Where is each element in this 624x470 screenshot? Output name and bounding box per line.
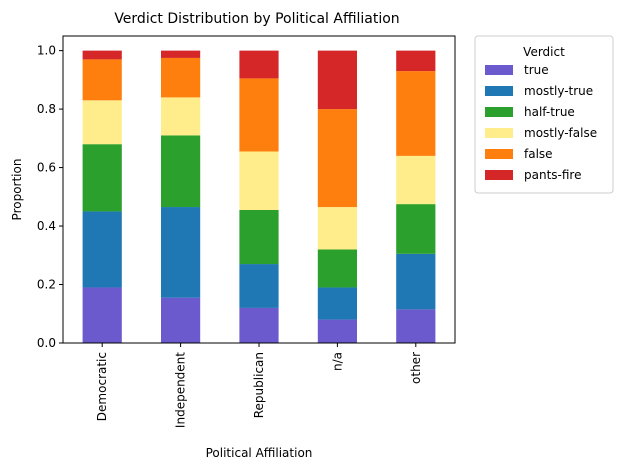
bar-other-half-true — [396, 204, 436, 254]
bar-democratic-pants-fire — [82, 50, 122, 60]
y-axis: 0.0 0.2 0.4 0.6 0.8 1.0 — [37, 44, 63, 350]
bar-other-mostly-true — [396, 253, 436, 310]
legend-label-half-true: half-true — [524, 105, 575, 119]
legend-swatch-true — [485, 65, 513, 75]
legend-items: true mostly-true half-true mostly-false fals… — [485, 63, 597, 182]
bar-other-true — [396, 309, 436, 343]
bar-democratic-mostly-true — [82, 211, 122, 288]
y-axis-label: Proportion — [10, 159, 24, 221]
legend-swatch-pants-fire — [485, 170, 513, 180]
x-tick-label-other: other — [409, 352, 423, 384]
legend: Verdict true mostly-true half-true mostly-f… — [474, 35, 614, 194]
bar-other-mostly-false — [396, 155, 436, 205]
y-tick-label: 0.4 — [37, 219, 56, 233]
legend-label-false: false — [524, 147, 553, 161]
bar-n-a-half-true — [317, 249, 357, 288]
legend-label-mostly-false: mostly-false — [524, 126, 597, 140]
bar-democratic-mostly-false — [82, 100, 122, 145]
bar-n-a-pants-fire — [317, 50, 357, 110]
y-tick-label: 0.6 — [37, 161, 56, 175]
legend-label-mostly-true: mostly-true — [524, 84, 593, 98]
bars-group — [82, 50, 436, 343]
bar-republican-pants-fire — [239, 50, 279, 79]
bar-independent-mostly-true — [161, 207, 201, 298]
legend-label-pants-fire: pants-fire — [524, 168, 581, 182]
chart-title: Verdict Distribution by Political Affili… — [114, 11, 399, 27]
bar-n-a-mostly-true — [317, 287, 357, 320]
bar-democratic-true — [82, 287, 122, 343]
x-axis: Democratic Independent Republican n/a other — [95, 343, 423, 428]
y-tick-label: 0.8 — [37, 102, 56, 116]
bar-republican-half-true — [239, 209, 279, 265]
bar-independent-true — [161, 297, 201, 343]
y-tick-label: 1.0 — [37, 44, 56, 58]
bar-other-false — [396, 71, 436, 156]
x-axis-label: Political Affiliation — [206, 446, 313, 460]
legend-swatch-mostly-true — [485, 86, 513, 96]
bar-independent-pants-fire — [161, 50, 201, 58]
bar-democratic-half-true — [82, 144, 122, 212]
bar-n-a-mostly-false — [317, 207, 357, 250]
bar-republican-mostly-true — [239, 264, 279, 308]
bar-independent-false — [161, 57, 201, 98]
y-tick-label: 0.2 — [37, 278, 56, 292]
x-tick-label-n-a: n/a — [330, 352, 344, 371]
bar-democratic-false — [82, 59, 122, 101]
bar-republican-true — [239, 307, 279, 343]
legend-title: Verdict — [523, 45, 565, 59]
bar-republican-false — [239, 78, 279, 152]
bar-other-pants-fire — [396, 50, 436, 72]
legend-label-true: true — [524, 63, 549, 77]
bar-n-a-true — [317, 319, 357, 343]
bar-n-a-false — [317, 109, 357, 208]
legend-swatch-false — [485, 149, 513, 159]
bar-independent-half-true — [161, 135, 201, 208]
legend-swatch-mostly-false — [485, 128, 513, 138]
y-tick-label: 0.0 — [37, 336, 56, 350]
legend-swatch-half-true — [485, 107, 513, 117]
bar-republican-mostly-false — [239, 151, 279, 210]
bar-independent-mostly-false — [161, 97, 201, 136]
x-tick-label-democratic: Democratic — [95, 352, 109, 421]
x-tick-label-independent: Independent — [174, 352, 188, 428]
x-tick-label-republican: Republican — [252, 352, 266, 418]
